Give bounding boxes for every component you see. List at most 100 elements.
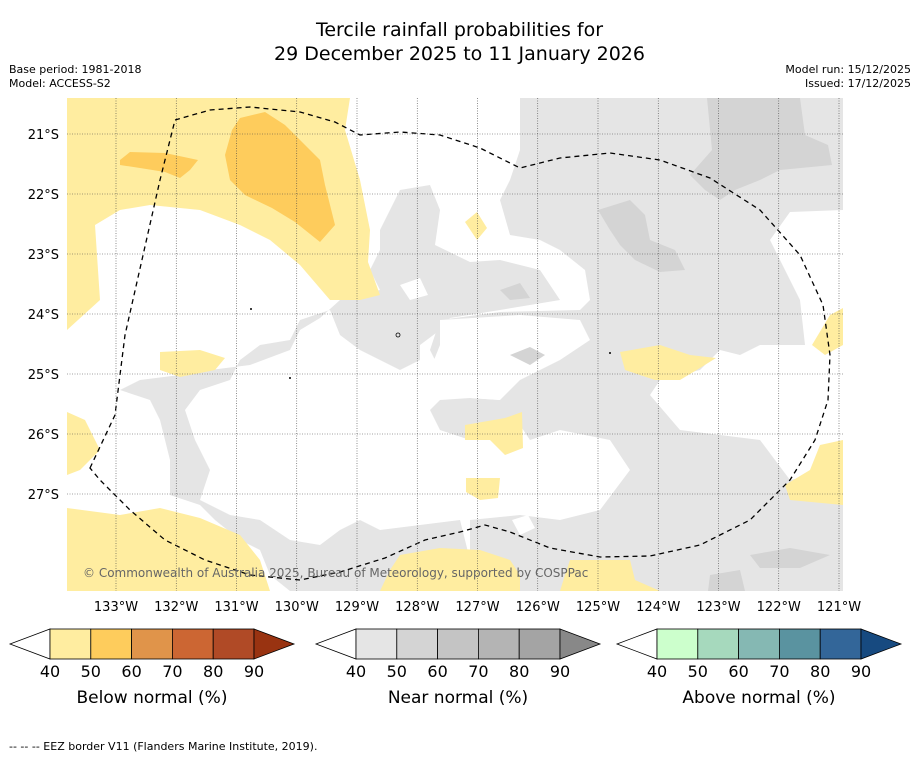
colorbar-tick-label: 90 bbox=[244, 662, 264, 681]
colorbar-above: 40 50 60 70 80 90 Above normal (%) bbox=[615, 628, 903, 708]
colorbar-tick-label: 80 bbox=[810, 662, 830, 681]
colorbar-title: Below normal (%) bbox=[77, 688, 228, 708]
model-name: Model: ACCESS-S2 bbox=[9, 77, 111, 90]
lon-tick-label: 128°W bbox=[395, 600, 439, 615]
colorbar-under-triangle bbox=[615, 628, 658, 660]
below-normal-region-11 bbox=[380, 548, 520, 591]
lon-tick-label: 121°W bbox=[817, 600, 861, 615]
eez-border bbox=[89, 106, 831, 581]
lon-tick-label: 124°W bbox=[636, 600, 680, 615]
below-normal-region-6 bbox=[466, 478, 500, 500]
colorbar-segment bbox=[656, 628, 699, 660]
lat-tick-label: 27°S bbox=[28, 488, 59, 503]
colorbar-tick-label: 80 bbox=[509, 662, 529, 681]
colorbar-title: Near normal (%) bbox=[388, 688, 528, 708]
white-patch-2 bbox=[350, 380, 390, 415]
colorbar-tick-label: 60 bbox=[121, 662, 141, 681]
eez-footnote: -- -- -- EEZ border V11 (Flanders Marine… bbox=[9, 740, 318, 753]
below-normal-dark-2 bbox=[120, 152, 198, 178]
colorbar-segment bbox=[437, 628, 479, 660]
colorbar-tick-label: 60 bbox=[427, 662, 447, 681]
model-run: Model run: 15/12/2025 bbox=[785, 63, 911, 76]
colorbar-under-triangle bbox=[8, 628, 51, 660]
colorbar-segment bbox=[518, 628, 561, 660]
near-normal-dark-5 bbox=[750, 548, 830, 568]
colorbar-over-triangle bbox=[559, 628, 602, 660]
near-normal-dark-6 bbox=[708, 570, 745, 591]
colorbar-segment bbox=[212, 628, 255, 660]
near-normal-dark-1 bbox=[598, 200, 685, 272]
colorbar-segment bbox=[49, 628, 92, 660]
lon-tick-label: 125°W bbox=[576, 600, 620, 615]
colorbar-tick-label: 60 bbox=[728, 662, 748, 681]
colorbar-tick-label: 70 bbox=[162, 662, 182, 681]
island-marker-4 bbox=[289, 377, 291, 379]
colorbar-segment bbox=[738, 628, 780, 660]
colorbar-tick-label: 80 bbox=[203, 662, 223, 681]
below-normal-region-west bbox=[67, 412, 100, 475]
below-normal-region-9 bbox=[812, 308, 843, 355]
lon-tick-label: 131°W bbox=[214, 600, 258, 615]
title-line-1: Tercile rainfall probabilities for bbox=[315, 19, 604, 41]
island-marker-1 bbox=[250, 308, 252, 310]
colorbar-segment bbox=[171, 628, 214, 660]
near-normal-region-east bbox=[430, 98, 843, 591]
gridlines bbox=[67, 98, 843, 591]
colorbar-near: 40 50 60 70 80 90 Near normal (%) bbox=[314, 628, 602, 708]
near-normal-dark-3 bbox=[500, 283, 530, 300]
lon-tick-label: 133°W bbox=[94, 600, 138, 615]
near-normal-dark-4 bbox=[510, 347, 545, 365]
map-area: © Commonwealth of Australia 2025, Bureau… bbox=[67, 98, 843, 591]
colorbar-tick-label: 90 bbox=[851, 662, 871, 681]
lat-tick-label: 25°S bbox=[28, 368, 59, 383]
lon-tick-label: 130°W bbox=[275, 600, 319, 615]
below-normal-region-southwest bbox=[67, 508, 270, 591]
lat-tick-label: 23°S bbox=[28, 248, 59, 263]
colorbar-segment bbox=[355, 628, 398, 660]
colorbar-tick-label: 90 bbox=[550, 662, 570, 681]
meta-right: Model run: 15/12/2025 Issued: 17/12/2025 bbox=[785, 63, 911, 91]
meta-left: Base period: 1981-2018 Model: ACCESS-S2 bbox=[9, 63, 141, 91]
colorbar-segment bbox=[477, 628, 520, 660]
white-patch-6 bbox=[512, 515, 535, 535]
lat-tick-label: 26°S bbox=[28, 428, 59, 443]
colorbar-tick-label: 40 bbox=[647, 662, 667, 681]
below-normal-region-4 bbox=[160, 350, 225, 377]
longitude-labels: 133°W 132°W 131°W 130°W 129°W 128°W 127°W 126°W… bbox=[94, 600, 861, 615]
white-patch-4 bbox=[400, 278, 428, 300]
island-marker-3 bbox=[609, 352, 611, 354]
lon-tick-label: 122°W bbox=[757, 600, 801, 615]
lon-tick-label: 132°W bbox=[154, 600, 198, 615]
colorbar-tick-label: 70 bbox=[468, 662, 488, 681]
colorbar-title: Above normal (%) bbox=[682, 688, 835, 708]
colorbar-segment bbox=[90, 628, 133, 660]
lat-tick-label: 24°S bbox=[28, 308, 59, 323]
colorbar-over-triangle bbox=[253, 628, 296, 660]
colorbar-under-triangle bbox=[314, 628, 357, 660]
near-normal-region-center bbox=[120, 185, 560, 591]
title-line-2: 29 December 2025 to 11 January 2026 bbox=[274, 43, 645, 65]
lon-tick-label: 127°W bbox=[455, 600, 499, 615]
white-patch-1 bbox=[430, 315, 590, 400]
colorbar-tick-label: 40 bbox=[40, 662, 60, 681]
below-normal-dark-1 bbox=[225, 112, 335, 242]
colorbar-tick-label: 70 bbox=[769, 662, 789, 681]
colorbar-segment bbox=[697, 628, 739, 660]
lon-tick-label: 123°W bbox=[696, 600, 740, 615]
colorbar-tick-label: 50 bbox=[688, 662, 708, 681]
lat-tick-label: 22°S bbox=[28, 188, 59, 203]
below-normal-region-7 bbox=[465, 212, 487, 240]
near-normal-dark-2 bbox=[690, 98, 832, 200]
colorbar-segment bbox=[396, 628, 438, 660]
below-normal-region-8 bbox=[620, 345, 716, 380]
base-period: Base period: 1981-2018 bbox=[9, 63, 142, 76]
below-normal-region-12 bbox=[560, 560, 660, 591]
lat-tick-label: 21°S bbox=[28, 128, 59, 143]
colorbar-segment bbox=[779, 628, 821, 660]
colorbar-over-triangle bbox=[860, 628, 903, 660]
white-patch-5 bbox=[360, 145, 388, 172]
copyright-text: © Commonwealth of Australia 2025, Bureau… bbox=[83, 566, 588, 580]
colorbar-tick-label: 50 bbox=[387, 662, 407, 681]
colorbar-legends: 40 50 60 70 80 90 Below normal (%) 40 50 60 70 80 90… bbox=[8, 628, 903, 708]
